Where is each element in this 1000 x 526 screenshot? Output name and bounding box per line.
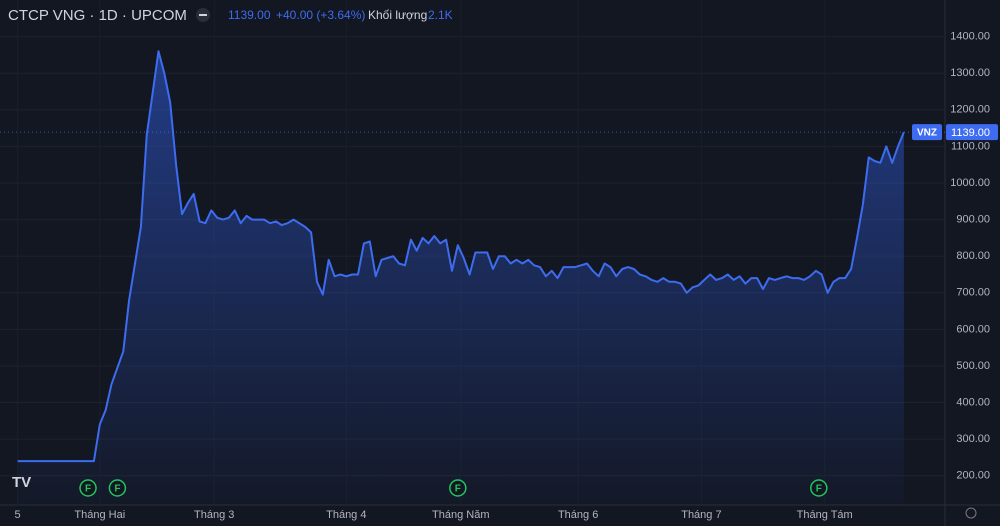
price-tag: [946, 124, 998, 141]
x-tick-label: Tháng 4: [326, 509, 366, 521]
price-change: +40.00 (+3.64%): [276, 8, 365, 22]
y-tick-label: 900.00: [956, 213, 990, 225]
y-tick-label: 1200.00: [950, 104, 990, 116]
series-tag: [912, 124, 942, 141]
chart-title: CTCP VNG · 1D · UPCOM: [8, 7, 187, 24]
y-tick-label: 500.00: [956, 360, 990, 372]
x-tick-label: 5: [15, 509, 21, 521]
event-label: F: [85, 484, 91, 495]
x-tick-label: Tháng Năm: [432, 509, 489, 521]
logo: TV: [12, 474, 31, 491]
price-tag-label: 1139.00: [951, 127, 990, 139]
price-line: [17, 50, 905, 463]
x-tick-label: Tháng Tám: [797, 509, 853, 521]
volume-value: 2.1K: [428, 8, 453, 22]
y-tick-label: 1100.00: [951, 140, 990, 152]
y-tick-label: 700.00: [956, 287, 990, 299]
y-tick-label: 400.00: [956, 396, 990, 408]
event-marker: [108, 479, 127, 497]
y-tick-label: 800.00: [956, 250, 990, 262]
x-tick-label: Tháng 3: [194, 509, 234, 521]
y-tick-label: 1400.00: [950, 31, 990, 43]
event-marker: [79, 479, 97, 497]
event-marker: [449, 479, 467, 497]
collapse-icon: [199, 14, 207, 16]
x-tick-label: Tháng 7: [681, 509, 721, 521]
settings-icon[interactable]: [965, 507, 977, 519]
y-tick-label: 1300.00: [950, 67, 990, 79]
volume-label: Khối lượng: [368, 8, 427, 22]
y-tick-label: 200.00: [956, 470, 990, 482]
area-fill: [17, 51, 904, 505]
y-tick-label: 1000.00: [950, 177, 990, 189]
y-tick-label: 600.00: [956, 323, 990, 335]
x-tick-label: Tháng Hai: [74, 509, 125, 521]
event-label: F: [114, 484, 120, 495]
event-label: F: [816, 484, 822, 495]
last-price: 1139.00: [228, 8, 271, 22]
event-label: F: [455, 484, 461, 495]
series-tag-label: VNZ: [917, 128, 937, 139]
event-marker: [810, 479, 828, 497]
x-tick-label: Tháng 6: [558, 509, 598, 521]
y-tick-label: 300.00: [956, 433, 990, 445]
